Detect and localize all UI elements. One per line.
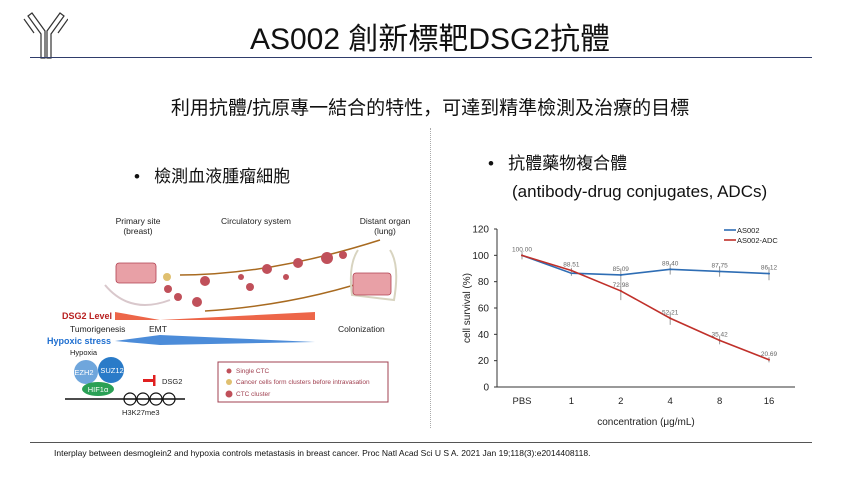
x-tick-label: 8 bbox=[717, 396, 722, 407]
x-tick-label: 1 bbox=[569, 396, 574, 407]
primary-tumor bbox=[115, 262, 157, 284]
ctc-cells bbox=[163, 251, 347, 307]
legend-single-ctc: Single CTC bbox=[236, 368, 270, 375]
y-axis-label: cell survival (%) bbox=[462, 273, 473, 343]
citation: Interplay between desmoglein2 and hypoxi… bbox=[54, 448, 591, 458]
data-label: 87.75 bbox=[711, 262, 728, 269]
data-point bbox=[619, 273, 622, 276]
suz12-label: SUZ12 bbox=[100, 366, 123, 375]
data-point bbox=[768, 272, 770, 275]
x-tick-label: 16 bbox=[764, 396, 775, 407]
dsg2-level-label: DSG2 Level bbox=[62, 311, 112, 321]
inhibit-icon bbox=[143, 379, 153, 382]
slide-subtitle: 利用抗體/抗原專一結合的特性，可達到精準檢測及治療的目標 bbox=[170, 98, 690, 119]
hypoxic-gradient bbox=[115, 335, 315, 345]
right-bullet-text: 抗體藥物複合體 bbox=[508, 154, 628, 173]
legend-ctc-cluster: CTC cluster bbox=[236, 391, 271, 398]
antibody-logo-icon bbox=[23, 12, 68, 59]
distant-organ-label: Distant organ bbox=[360, 216, 411, 226]
data-point bbox=[521, 254, 523, 257]
emt-label: EMT bbox=[149, 324, 167, 334]
ezh2-label: EZH2 bbox=[74, 368, 93, 377]
x-tick-label: 4 bbox=[668, 396, 673, 407]
dsg2-label: DSG2 bbox=[162, 377, 182, 386]
hypoxic-stress-label: Hypoxic stress bbox=[47, 336, 111, 346]
dsg2-gradient-left bbox=[115, 312, 160, 320]
nucleosome-icons bbox=[123, 392, 176, 406]
colonization-label: Colonization bbox=[338, 324, 385, 334]
left-bullet-text: 檢測血液腫瘤細胞 bbox=[154, 167, 291, 186]
data-label: 88.51 bbox=[563, 261, 580, 268]
hif1a-shape bbox=[82, 382, 114, 396]
left-bullet: • 檢測血液腫瘤細胞 bbox=[134, 167, 291, 186]
suz12-shape bbox=[98, 357, 124, 383]
primary-site-sub: (breast) bbox=[123, 226, 152, 236]
slide-title: AS002 創新標靶DSG2抗體 bbox=[249, 23, 611, 56]
data-point bbox=[619, 289, 622, 292]
right-bullet-sub: (antibody-drug conjugates, ADCs) bbox=[512, 182, 768, 201]
circulatory-label: Circulatory system bbox=[221, 216, 291, 226]
y-tick-label: 20 bbox=[478, 356, 490, 367]
data-label: 72.98 bbox=[613, 282, 630, 289]
primary-site-label: Primary site bbox=[116, 216, 161, 226]
data-point bbox=[768, 358, 770, 361]
legend-clusters: Cancer cells form clusters before intrav… bbox=[236, 379, 370, 386]
distant-organ-sub: (lung) bbox=[374, 226, 396, 236]
data-label: 89.40 bbox=[662, 260, 679, 267]
y-tick-label: 0 bbox=[483, 383, 489, 394]
y-tick-label: 120 bbox=[472, 225, 489, 236]
data-point bbox=[669, 317, 672, 320]
series-line-as002-adc bbox=[521, 254, 770, 361]
data-label: 52.21 bbox=[662, 309, 679, 316]
dsg2-gradient-right bbox=[160, 312, 315, 320]
legend-label: AS002-ADC bbox=[737, 236, 778, 245]
data-point bbox=[669, 268, 672, 271]
legend-label: AS002 bbox=[737, 226, 760, 235]
data-label: 86.12 bbox=[761, 265, 778, 272]
hif1a-label: HIF1α bbox=[88, 385, 109, 394]
title-divider bbox=[30, 57, 812, 58]
data-point bbox=[718, 339, 721, 342]
data-point bbox=[570, 269, 573, 272]
footer-divider bbox=[30, 442, 812, 443]
ezh2-shape bbox=[74, 360, 98, 384]
lung-tumor bbox=[352, 272, 392, 296]
x-axis-label: concentration (μg/mL) bbox=[597, 417, 694, 428]
x-tick-label: PBS bbox=[512, 396, 531, 407]
y-tick-label: 40 bbox=[478, 330, 490, 341]
series-line-as002 bbox=[521, 254, 770, 276]
cell-survival-chart: 0 20 40 60 80 100 120 PBS 1 2 4 8 16 concentration (μ… bbox=[462, 225, 795, 428]
column-divider bbox=[430, 128, 431, 428]
y-tick-label: 100 bbox=[472, 251, 489, 262]
tumorigenesis-label: Tumorigenesis bbox=[70, 324, 125, 334]
data-point bbox=[718, 270, 721, 273]
right-bullet: • 抗體藥物複合體 bbox=[488, 154, 628, 173]
metastasis-diagram: Primary site (breast) Circulatory system… bbox=[47, 216, 411, 417]
y-tick-label: 80 bbox=[478, 277, 490, 288]
hypoxia-label: Hypoxia bbox=[70, 348, 98, 357]
diagram-legend bbox=[217, 361, 389, 403]
data-label: 100.00 bbox=[512, 246, 532, 253]
h3k27me3-label: H3K27me3 bbox=[122, 408, 160, 417]
data-label: 35.42 bbox=[711, 331, 728, 338]
x-tick-label: 2 bbox=[618, 396, 623, 407]
data-label: 85.09 bbox=[613, 266, 630, 273]
data-label: 20.69 bbox=[761, 351, 778, 358]
y-tick-label: 60 bbox=[478, 304, 490, 315]
